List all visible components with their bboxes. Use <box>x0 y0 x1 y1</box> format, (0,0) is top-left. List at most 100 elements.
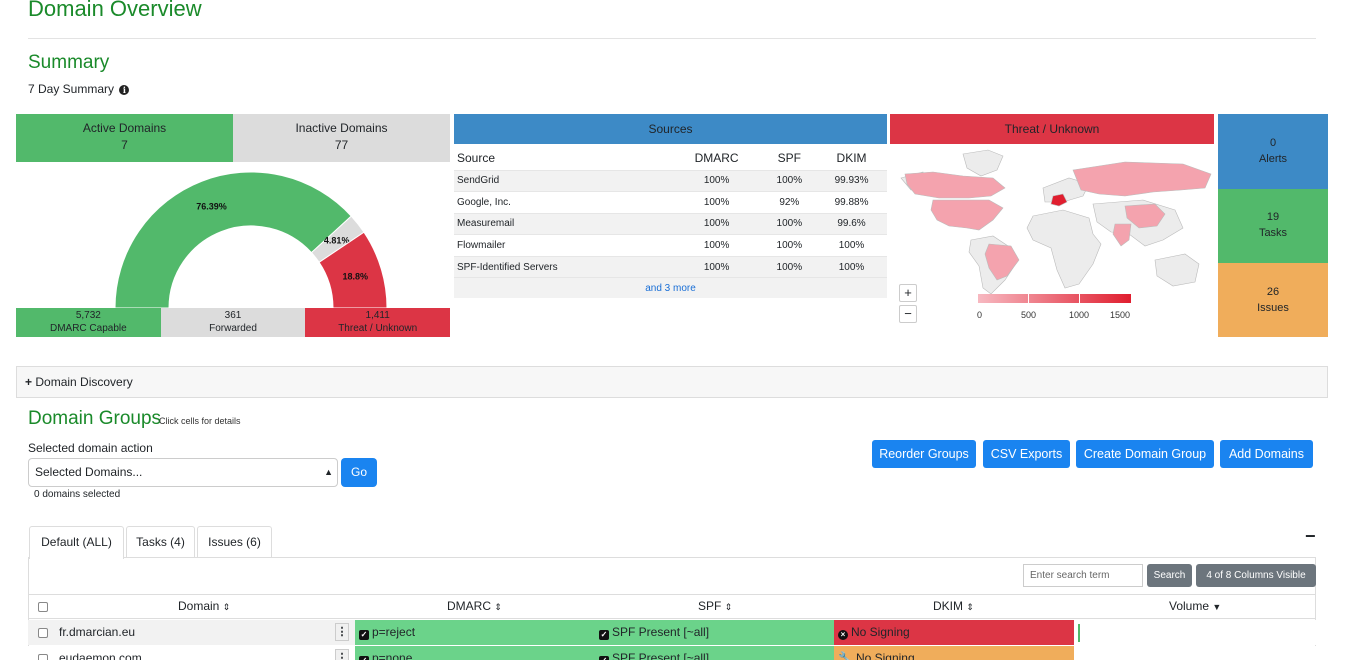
sources-row[interactable]: Measuremail 100% 100% 99.6% <box>454 212 887 235</box>
dkim-cell[interactable]: 🔧 No Signing <box>834 646 1074 660</box>
csv-exports-button[interactable]: CSV Exports <box>983 440 1070 468</box>
row-checkbox[interactable] <box>38 628 48 638</box>
map-legend-tick: 0 <box>977 310 983 320</box>
gauge-bar-threat[interactable]: 1,411 Threat / Unknown <box>305 308 451 337</box>
col-dmarc-label: DMARC <box>447 599 491 613</box>
spf-cell[interactable]: ✓SPF Present [~all] <box>595 620 834 645</box>
sources-row[interactable]: Google, Inc. 100% 92% 99.88% <box>454 191 887 213</box>
map-china <box>1124 203 1166 229</box>
map-zoom-in-button[interactable]: + <box>899 284 917 302</box>
table-row[interactable]: eudaemon.com ⋮ ✓p=none ✓SPF Present [~al… <box>28 646 1316 660</box>
map-legend-tick: 1000 <box>1069 310 1090 320</box>
world-map[interactable] <box>893 148 1215 298</box>
source-metric: 99.88% <box>816 191 887 213</box>
create-domain-group-button[interactable]: Create Domain Group <box>1076 440 1214 468</box>
summary-subtitle-text: 7 Day Summary <box>28 82 115 96</box>
gauge-bar-forwarded[interactable]: 361 Forwarded <box>160 308 306 337</box>
table-search-button[interactable]: Search <box>1147 564 1192 587</box>
volume-cell[interactable] <box>1074 620 1316 645</box>
dmarc-cell[interactable]: ✓p=none <box>355 646 595 660</box>
source-metric: 100% <box>816 255 887 278</box>
sources-more-link[interactable]: and 3 more <box>454 277 887 298</box>
source-metric: 100% <box>670 212 763 235</box>
map-greenland <box>962 149 1004 177</box>
map-hotspot-europe <box>1050 193 1068 207</box>
source-metric: 99.6% <box>816 212 887 235</box>
domain-action-value: Selected Domains... <box>35 465 143 479</box>
table-search-input[interactable]: Enter search term <box>1023 564 1143 587</box>
gauge-slice-label: 4.81% <box>324 236 350 246</box>
tab-tasks[interactable]: Tasks (4) <box>126 526 195 558</box>
issues-tile[interactable]: 26 Issues <box>1218 263 1328 337</box>
tab-default-all[interactable]: Default (ALL) <box>29 526 124 559</box>
alerts-count: 0 <box>1269 137 1277 149</box>
gauge-bar-value: 361 <box>224 310 242 321</box>
dmarc-cell[interactable]: ✓ p=reject <box>355 620 595 645</box>
col-dmarc[interactable]: DMARC ⇕ <box>447 599 502 613</box>
collapse-icon[interactable]: − <box>1305 526 1316 546</box>
sources-row[interactable]: Flowmailer 100% 100% 100% <box>454 234 887 256</box>
source-metric: 100% <box>670 255 763 278</box>
sources-row[interactable]: SendGrid 100% 100% 99.93% <box>454 169 887 192</box>
col-spf[interactable]: SPF ⇕ <box>698 599 732 613</box>
gauge-bar-dmarc-capable[interactable]: 5,732 DMARC Capable <box>16 308 161 337</box>
active-domains-tile[interactable]: Active Domains 7 <box>16 114 233 162</box>
gauge-slice[interactable] <box>114 171 352 308</box>
table-row[interactable]: fr.dmarcian.eu ⋮ ✓ p=reject ✓ SPF Present … <box>28 620 1316 645</box>
divider <box>28 38 1316 39</box>
active-domains-label: Active Domains <box>82 121 167 135</box>
dkim-value: No Signing <box>851 625 910 639</box>
go-button[interactable]: Go <box>341 458 377 487</box>
sort-icon: ⇕ <box>222 602 231 612</box>
col-volume[interactable]: Volume ▼ <box>1169 599 1221 613</box>
threat-title: Threat / Unknown <box>1004 122 1100 136</box>
tab-issues[interactable]: Issues (6) <box>197 526 272 558</box>
domain-cell[interactable]: eudaemon.com <box>59 651 142 660</box>
row-menu-icon[interactable]: ⋮ <box>335 649 349 660</box>
gauge-slice[interactable] <box>318 231 388 308</box>
summary-title: Summary <box>28 52 110 73</box>
domain-groups-hint: Click cells for details <box>159 416 241 426</box>
sort-icon: ⇕ <box>724 602 733 612</box>
add-domains-button[interactable]: Add Domains <box>1220 440 1313 468</box>
page-title: Domain Overview <box>28 0 202 21</box>
tasks-tile[interactable]: 19 Tasks <box>1218 189 1328 263</box>
gauge-bar-label: Threat / Unknown <box>338 323 418 334</box>
source-metric: 92% <box>762 191 817 213</box>
map-legend-tick: 1500 <box>1110 310 1131 320</box>
row-menu-icon[interactable]: ⋮ <box>335 623 349 641</box>
col-dkim[interactable]: DKIM ⇕ <box>933 599 974 613</box>
sources-col-dmarc: DMARC <box>694 150 739 165</box>
col-domain[interactable]: Domain ⇕ <box>178 599 230 613</box>
dkim-value: No Signing <box>855 651 915 660</box>
select-all-checkbox[interactable] <box>38 602 48 612</box>
col-volume-label: Volume <box>1169 599 1210 613</box>
reorder-groups-button[interactable]: Reorder Groups <box>872 440 976 468</box>
gauge-bar-label: DMARC Capable <box>49 323 127 334</box>
tasks-label: Tasks <box>1258 227 1288 239</box>
inactive-domains-tile[interactable]: Inactive Domains 77 <box>233 114 450 162</box>
info-icon[interactable]: i <box>119 85 130 95</box>
threat-header: Threat / Unknown <box>890 114 1214 144</box>
domain-action-select[interactable]: Selected Domains... ▲ <box>28 458 338 487</box>
domain-cell[interactable]: fr.dmarcian.eu <box>59 625 136 639</box>
check-icon: ✓ <box>359 630 369 640</box>
dmarc-value: p=reject <box>372 625 416 639</box>
alerts-tile[interactable]: 0 Alerts <box>1218 114 1328 189</box>
columns-visible-button[interactable]: 4 of 8 Columns Visible <box>1196 564 1316 587</box>
check-icon: ✓ <box>599 656 609 660</box>
row-checkbox[interactable] <box>38 654 48 660</box>
gauge-slice-label: 18.8% <box>343 271 369 281</box>
domain-groups-title: Domain Groups <box>28 408 162 429</box>
sort-icon: ⇕ <box>966 602 974 612</box>
issues-count: 26 <box>1266 286 1280 298</box>
map-zoom-out-button[interactable]: − <box>899 305 917 323</box>
domain-action-label: Selected domain action <box>28 441 153 455</box>
sources-row[interactable]: SPF-Identified Servers 100% 100% 100% <box>454 255 887 278</box>
spf-cell[interactable]: ✓SPF Present [~all] <box>595 646 834 660</box>
source-metric: 100% <box>762 212 817 235</box>
sources-col-source: Source <box>457 150 496 165</box>
dkim-cell[interactable]: × No Signing <box>834 620 1074 645</box>
domain-discovery-toggle[interactable]: + Domain Discovery <box>16 366 1328 398</box>
inactive-domains-value: 77 <box>334 138 349 152</box>
